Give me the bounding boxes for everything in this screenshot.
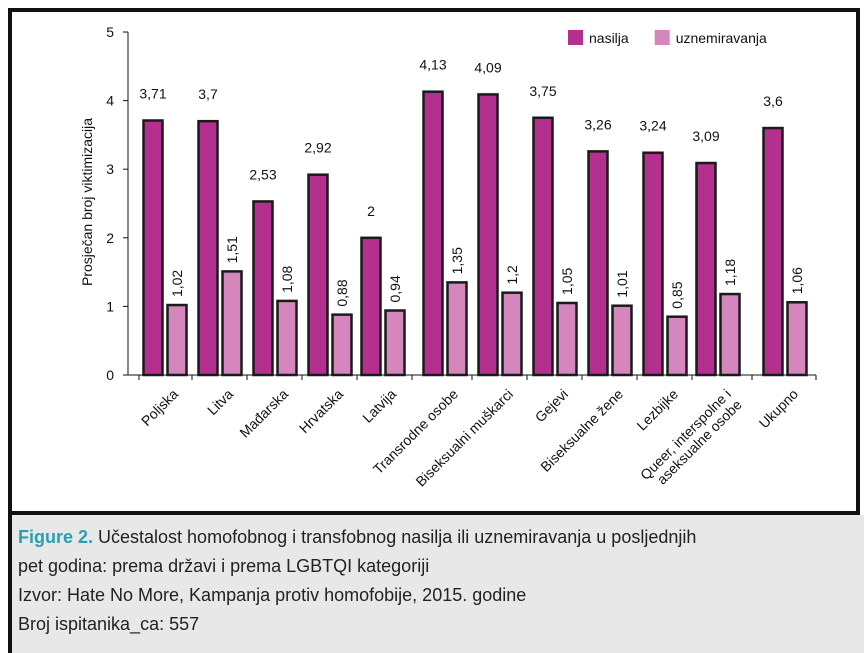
value-label: 1,35	[449, 247, 465, 274]
x-tick-label: Gejevi	[532, 386, 571, 425]
bar	[166, 303, 188, 377]
caption: Figure 2. Učestalost homofobnog i transf…	[8, 515, 864, 653]
value-label: 1,18	[722, 259, 738, 286]
x-tick-label: Litva	[204, 386, 236, 418]
y-tick-label: 5	[106, 24, 114, 40]
y-axis-label: Prosječan broj viktimizacija	[79, 118, 95, 286]
legend-swatch	[568, 30, 583, 45]
value-label: 3,24	[639, 118, 666, 134]
value-label: 3,09	[692, 128, 719, 144]
legend-label: nasilja	[589, 30, 629, 46]
value-label: 2,92	[304, 140, 331, 156]
bar	[642, 151, 664, 377]
x-tick-label: Latvija	[359, 386, 399, 426]
bar	[611, 304, 633, 377]
bar	[197, 119, 219, 377]
x-tick-label: Lezbijke	[633, 386, 681, 434]
value-label: 4,09	[474, 59, 501, 75]
value-label: 3,6	[763, 93, 783, 109]
bar	[786, 301, 808, 377]
chart-frame: Prosječan broj viktimizacija 0 1 2 3 4 5 3,71 1,…	[8, 8, 860, 515]
bar	[762, 126, 784, 377]
y-tick-label: 4	[106, 93, 114, 109]
bar	[331, 313, 353, 377]
y-tick-label: 2	[106, 230, 114, 246]
value-label: 2	[367, 203, 375, 219]
bar	[532, 116, 554, 377]
value-label: 3,7	[198, 86, 218, 102]
caption-line: Figure 2. Učestalost homofobnog i transf…	[18, 523, 864, 552]
value-label: 1,51	[224, 236, 240, 263]
value-label: 3,26	[584, 116, 611, 132]
legend-swatch	[654, 30, 670, 45]
legend-label: uznemiravanja	[676, 30, 767, 46]
bar	[501, 291, 523, 377]
bar	[719, 292, 741, 377]
caption-label: Figure 2.	[18, 527, 94, 547]
bar	[666, 315, 688, 377]
value-label: 1,08	[279, 265, 295, 292]
value-label: 3,75	[529, 83, 556, 99]
bar	[252, 200, 274, 377]
bar	[276, 299, 298, 377]
bar	[477, 93, 499, 377]
caption-line: pet godina: prema državi i prema LGBTQI …	[18, 556, 430, 576]
value-label: 0,94	[387, 275, 403, 302]
x-tick-label: Mađarska	[236, 386, 291, 441]
chart: Prosječan broj viktimizacija 0 1 2 3 4 5 3,71 1,…	[79, 24, 817, 490]
value-label: 2,53	[249, 166, 276, 182]
bar	[422, 90, 444, 377]
value-label: 0,85	[669, 281, 685, 308]
value-label: 1,01	[614, 270, 630, 297]
value-label: 1,2	[504, 265, 520, 285]
caption-line: Broj ispitanika_ca: 557	[18, 614, 200, 634]
value-label: 0,88	[334, 279, 350, 306]
caption-text: Učestalost homofobnog i transfobnog nasi…	[93, 527, 697, 547]
x-tick-label: Ukupno	[756, 386, 802, 432]
bar	[446, 281, 468, 377]
bar	[587, 150, 609, 377]
caption-line: Izvor: Hate No More, Kampanja protiv hom…	[18, 585, 527, 605]
x-tick-label: Hrvatska	[296, 386, 347, 437]
x-tick-label: Biseksualni muškarci	[412, 386, 516, 490]
y-tick-label: 1	[106, 298, 114, 314]
bar	[221, 270, 243, 377]
bar	[307, 173, 329, 377]
y-tick-label: 3	[106, 161, 114, 177]
value-label: 3,71	[139, 85, 166, 101]
bar	[360, 236, 382, 377]
bar	[142, 119, 164, 377]
value-label: 4,13	[419, 57, 446, 73]
bar	[384, 309, 406, 377]
value-label: 1,05	[559, 268, 575, 295]
value-label: 1,02	[169, 270, 185, 297]
x-tick-label: Poljska	[138, 386, 181, 429]
bar	[556, 301, 578, 377]
y-tick-label: 0	[106, 367, 114, 383]
value-label: 1,06	[789, 267, 805, 294]
bar	[695, 161, 717, 377]
